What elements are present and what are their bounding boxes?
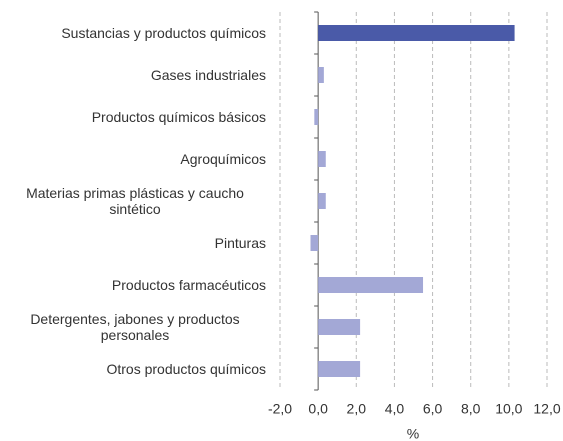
bar: [310, 235, 319, 251]
y-tick-label: Materias primas plásticas y caucho sinté…: [4, 185, 266, 217]
bar: [314, 109, 319, 125]
y-tick-text: Materias primas plásticas y caucho sinté…: [26, 185, 244, 217]
bar: [318, 277, 424, 293]
y-tick-label: Productos farmacéuticos: [4, 277, 266, 293]
y-tick-text: Productos farmacéuticos: [111, 277, 266, 293]
bar: [318, 67, 324, 83]
y-tick-label: Productos químicos básicos: [4, 109, 266, 125]
y-tick-label: Gases industriales: [4, 67, 266, 83]
bar: [318, 151, 326, 167]
x-tick-label: 12,0: [533, 401, 560, 417]
y-tick-text: Otros productos químicos: [106, 361, 266, 377]
x-tick-label: 4,0: [385, 401, 405, 417]
bar: [318, 193, 326, 209]
x-tick-label: 10,0: [495, 401, 522, 417]
x-tick-label: 6,0: [423, 401, 443, 417]
y-tick-text: Gases industriales: [150, 67, 266, 83]
y-tick-text: Sustancias y productos químicos: [61, 25, 266, 41]
x-tick-label: 8,0: [461, 401, 481, 417]
y-tick-label: Detergentes, jabones y productos persona…: [4, 311, 266, 343]
x-tick-label: 2,0: [347, 401, 367, 417]
y-tick-label: Sustancias y productos químicos: [4, 25, 266, 41]
x-axis-label: %: [407, 426, 419, 441]
y-tick-label: Agroquímicos: [4, 151, 266, 167]
y-tick-label: Otros productos químicos: [4, 361, 266, 377]
x-tick-label: 0,0: [308, 401, 328, 417]
bar: [318, 25, 515, 41]
y-tick-text: Detergentes, jabones y productos persona…: [30, 311, 240, 343]
y-tick-text: Productos químicos básicos: [91, 109, 266, 125]
y-tick-text: Pinturas: [214, 235, 266, 251]
y-tick-text: Agroquímicos: [180, 151, 266, 167]
bar: [318, 319, 361, 335]
bar: [318, 361, 361, 377]
y-tick-label: Pinturas: [4, 235, 266, 251]
x-tick-label: -2,0: [268, 401, 292, 417]
